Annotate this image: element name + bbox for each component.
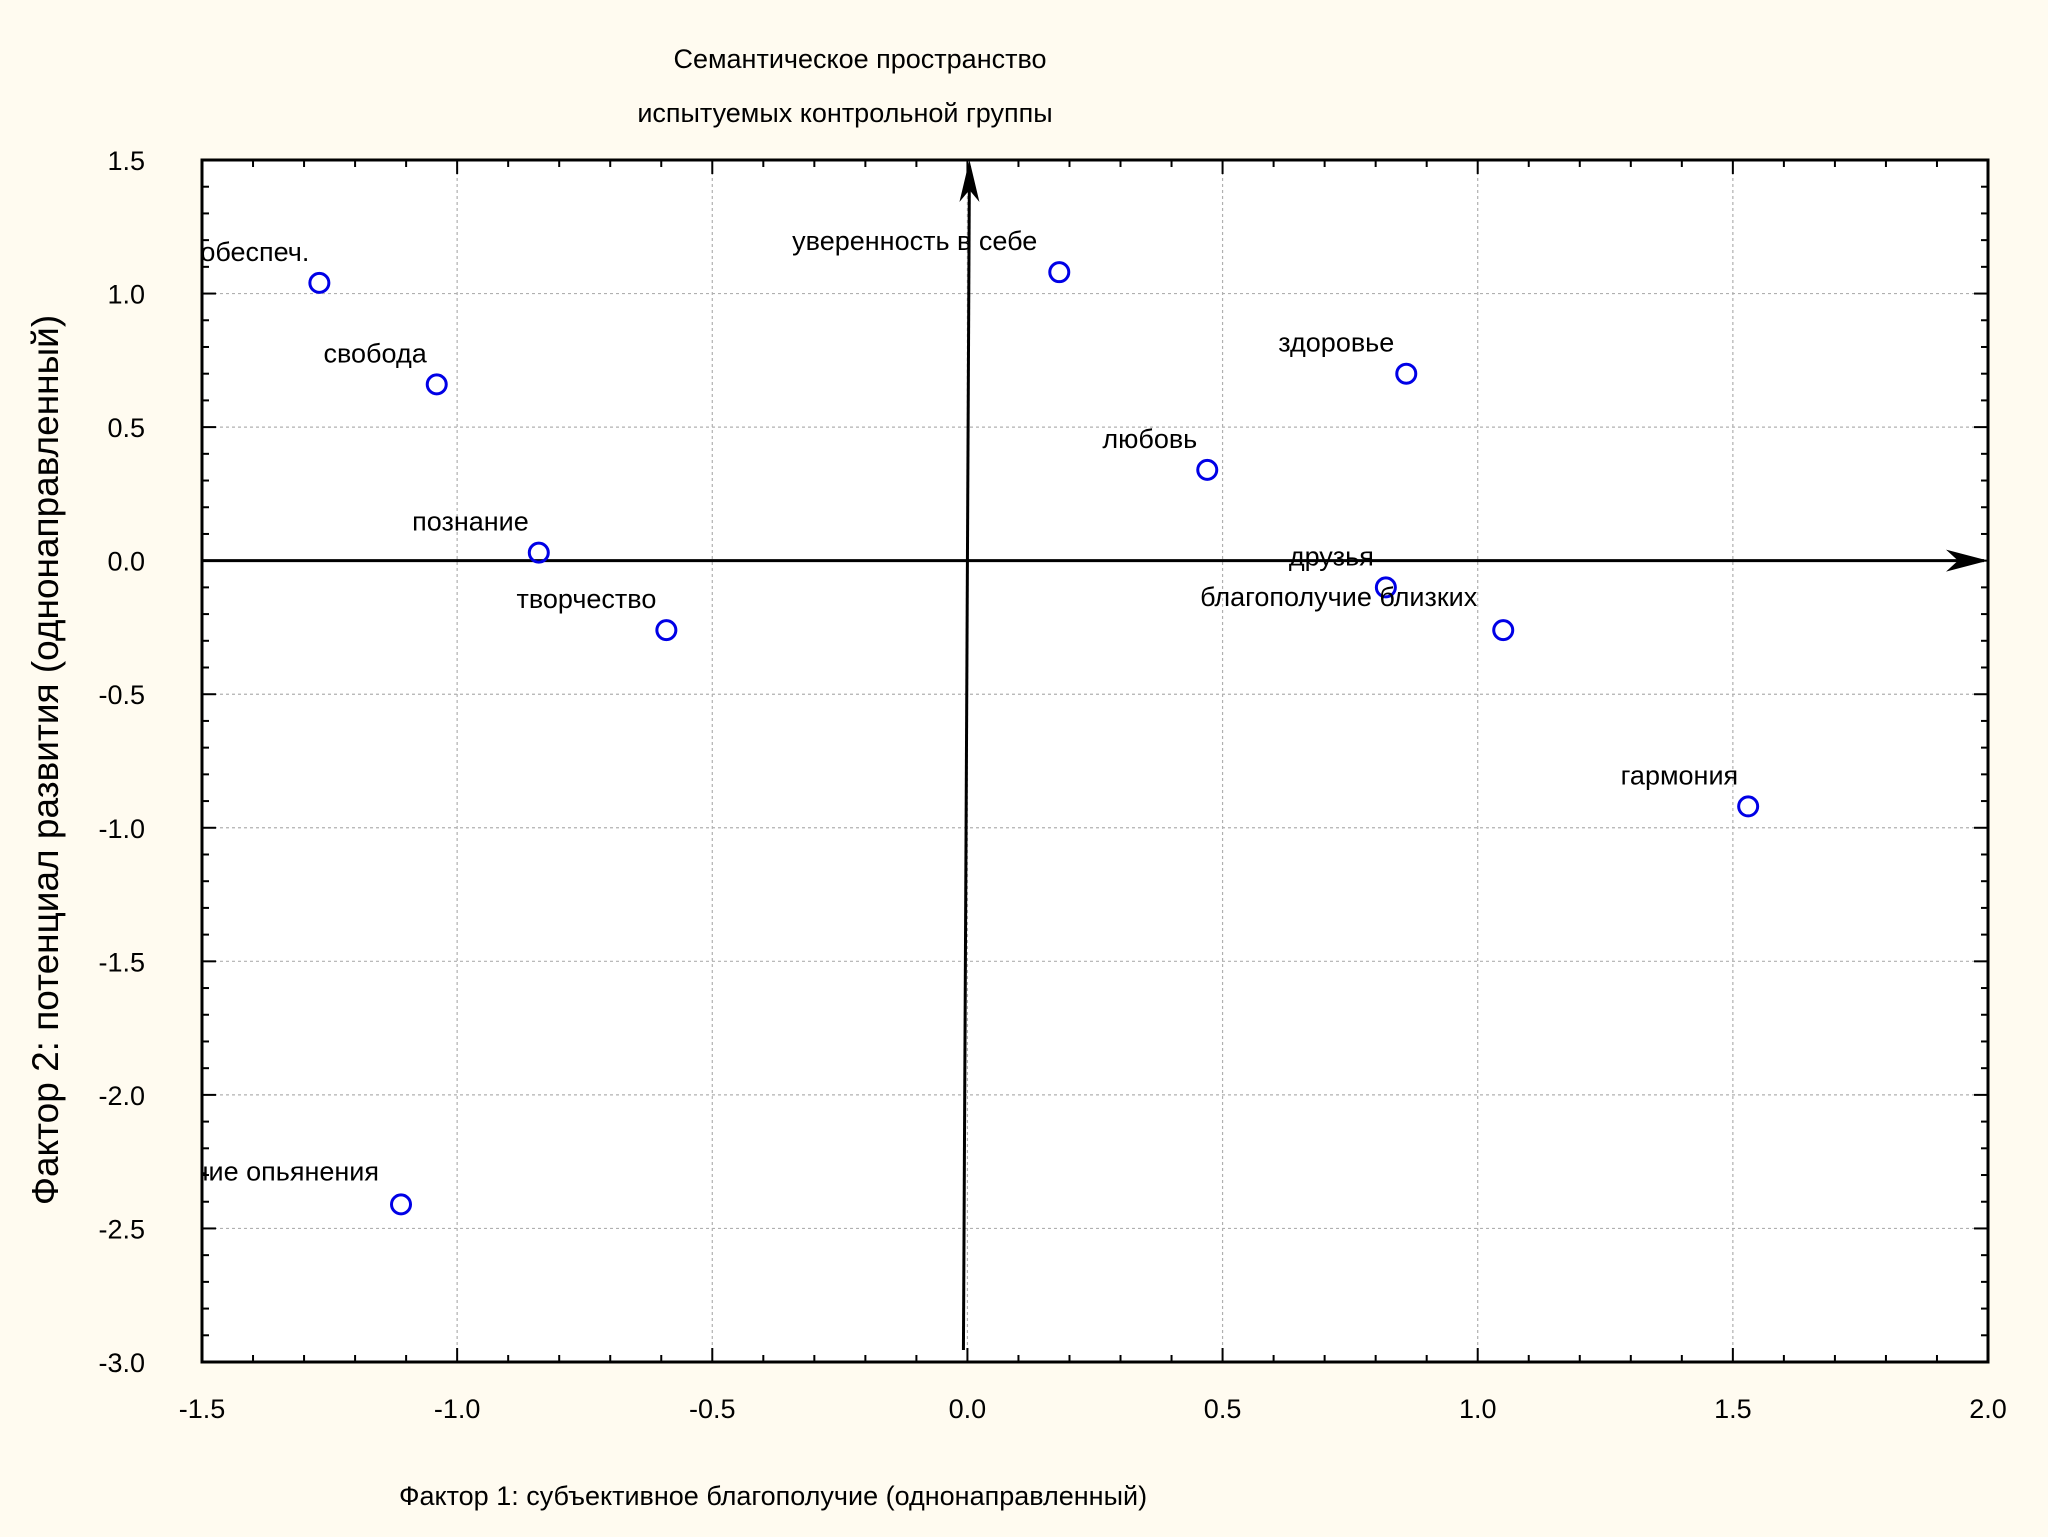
- data-point: [527, 541, 550, 564]
- data-point: [1395, 362, 1418, 385]
- y-tick-label: -1.5: [98, 947, 145, 977]
- y-tick-label: -2.0: [98, 1081, 145, 1111]
- point-label: гармония: [1621, 760, 1738, 790]
- x-tick-label: -1.5: [179, 1394, 226, 1424]
- plot-frame: [200, 158, 1990, 1364]
- data-point: [1492, 619, 1515, 642]
- y-tick-label: 0.5: [107, 413, 145, 443]
- data-points: мат. обеспеч. свобода познание творчество ув…: [110, 226, 1760, 1216]
- data-point: [308, 271, 331, 294]
- x-tick-label: 1.5: [1714, 1394, 1752, 1424]
- point-label: здоровье: [1278, 328, 1394, 358]
- y-tick-label: 1.5: [107, 146, 145, 176]
- x-tick-label: 0.5: [1204, 1394, 1242, 1424]
- data-point: [425, 373, 448, 396]
- point-label: познание: [412, 507, 529, 537]
- point-label: мат. обеспеч.: [143, 237, 309, 267]
- y-tick-label: -0.5: [98, 680, 145, 710]
- point-label: любовь: [1102, 424, 1197, 454]
- point-label: творчество: [517, 584, 657, 614]
- data-point: [655, 619, 678, 642]
- chart-title-line-2: испытуемых контрольной группы: [637, 98, 1052, 128]
- chart-title-line-1: Семантическое пространство: [673, 44, 1046, 74]
- data-point: [1048, 261, 1071, 284]
- y-tick-label: -2.5: [98, 1214, 145, 1244]
- y-axis-label: Фактор 2: потенциал развития (однонаправ…: [25, 315, 66, 1205]
- x-tick-label: 1.0: [1459, 1394, 1497, 1424]
- data-point: [1374, 576, 1397, 599]
- point-label: уверенность в себе: [792, 226, 1037, 256]
- data-point: [1737, 795, 1760, 818]
- y-tick-label: 0.0: [107, 547, 145, 577]
- data-point: [1196, 458, 1219, 481]
- plot-area: [202, 160, 1988, 1362]
- x-tick-labels: -1.5 -1.0 -0.5 0.0 0.5 1.0 1.5 2.0: [179, 1394, 2007, 1424]
- y-tick-label: 1.0: [107, 280, 145, 310]
- point-label: состояние опьянения: [110, 1156, 379, 1186]
- x-tick-label: 0.0: [949, 1394, 987, 1424]
- y-axis-arrowhead: [959, 160, 980, 202]
- y-tick-label: -3.0: [98, 1348, 145, 1378]
- y-tick-label: -1.0: [98, 814, 145, 844]
- y-axis-line: [961, 165, 971, 1351]
- x-tick-label: 2.0: [1969, 1394, 2007, 1424]
- x-tick-label: -0.5: [689, 1394, 736, 1424]
- x-axis-label: Фактор 1: субъективное благополучие (одн…: [399, 1481, 1147, 1511]
- x-axis-arrowhead: [1946, 549, 1988, 572]
- point-label: друзья: [1289, 541, 1374, 571]
- point-label: свобода: [324, 338, 428, 368]
- data-point: [390, 1193, 413, 1216]
- y-tick-labels: 1.5 1.0 0.5 0.0 -0.5 -1.0 -1.5 -2.0 -2.5 -3.0: [98, 146, 145, 1378]
- point-label: благополучие близких: [1200, 582, 1478, 612]
- x-tick-label: -1.0: [434, 1394, 481, 1424]
- axis-arrows: [202, 160, 1988, 1351]
